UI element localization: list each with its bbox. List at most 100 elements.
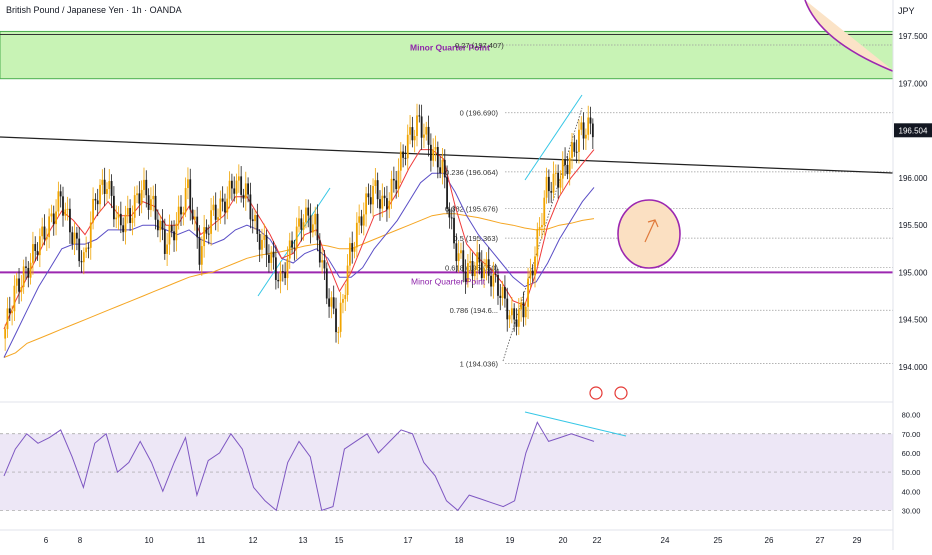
candle-body (550, 191, 553, 193)
candle-body (235, 180, 238, 194)
candle-body (418, 115, 421, 117)
price-tick-label: 194.000 (899, 363, 928, 372)
candle-body (538, 227, 541, 230)
candle-body (381, 195, 384, 209)
candle-body (124, 214, 127, 233)
candle-body (50, 213, 53, 217)
candle-body (256, 214, 259, 235)
candle-body (536, 229, 539, 257)
candle-body (330, 297, 333, 307)
candle-body (89, 222, 92, 248)
candle-body (166, 244, 169, 254)
candle-body (522, 302, 525, 318)
candle-body (219, 198, 222, 218)
candle-body (462, 250, 465, 272)
price-axis (893, 0, 932, 550)
candle-body (416, 115, 418, 137)
zone-fib-label: 0.27 (197.407) (455, 41, 504, 50)
candle-body (136, 193, 138, 196)
candle-body (268, 254, 270, 263)
candle-body (480, 262, 483, 279)
candle-body (564, 159, 566, 165)
time-tick-label: 10 (145, 536, 154, 545)
candle-body (388, 200, 391, 210)
candle-body (233, 188, 236, 194)
candle-body (265, 235, 268, 255)
candle-body (117, 213, 120, 218)
price-tick-label: 195.500 (899, 221, 928, 230)
candle-body (36, 250, 39, 256)
candle-body (425, 126, 428, 135)
candle-body (281, 271, 284, 273)
drawing-lines-layer (0, 0, 896, 362)
rsi-tick-label: 80.00 (902, 411, 921, 420)
candle-body (575, 151, 578, 153)
time-tick-label: 25 (714, 536, 723, 545)
candle-body (573, 142, 576, 152)
fib-label: 0.5 (195.363) (453, 234, 498, 243)
candle-body (587, 117, 590, 135)
candle-body (200, 246, 203, 265)
candle-body (115, 217, 118, 220)
last-price-label: 196.504 (899, 126, 928, 135)
candle-body (318, 240, 321, 263)
candle-body (288, 240, 291, 259)
candle-body (168, 225, 171, 245)
candle-body (534, 256, 536, 276)
candle-body (113, 195, 115, 220)
rsi-tick-label: 50.00 (902, 468, 921, 477)
candle-body (270, 251, 273, 263)
time-tick-label: 24 (661, 536, 670, 545)
candle-body (217, 217, 219, 220)
candle-body (87, 247, 90, 249)
candle-body (66, 208, 69, 210)
candle-body (314, 213, 317, 225)
candle-body (455, 243, 458, 262)
candle-body (244, 183, 247, 199)
candle-body (450, 217, 453, 219)
candle-body (547, 176, 550, 192)
candle-body (469, 261, 472, 264)
candle-body (106, 189, 108, 194)
symbol-title: British Pound / Japanese Yen · 1h · OAND… (6, 5, 182, 15)
candle-body (64, 209, 67, 216)
fib-label: 0 (196.690) (460, 109, 499, 118)
time-tick-label: 19 (506, 536, 515, 545)
candle-body (374, 180, 377, 186)
candle-body (52, 213, 55, 225)
candle-body (554, 172, 557, 174)
time-tick-label: 8 (78, 536, 83, 545)
candle-body (529, 270, 532, 279)
candle-body (263, 235, 266, 240)
candle-body (328, 298, 330, 307)
candle-body (578, 129, 580, 152)
candle-body (43, 226, 46, 240)
candle-body (96, 200, 99, 205)
candle-body (272, 251, 275, 258)
candle-body (191, 209, 194, 220)
candle-body (145, 179, 148, 196)
candle-body (277, 279, 280, 282)
candle-body (242, 194, 245, 199)
candle-body (485, 259, 488, 269)
candle-body (580, 122, 583, 130)
candle-body (446, 177, 448, 209)
candle-body (300, 218, 303, 230)
price-tick-label: 194.500 (899, 316, 928, 325)
candle-body (207, 233, 210, 235)
rsi-tick-label: 40.00 (902, 487, 921, 496)
candle-body (499, 295, 502, 298)
candle-body (342, 299, 344, 303)
candle-body (32, 244, 34, 263)
candle-body (349, 243, 351, 266)
candle-body (286, 258, 289, 279)
fib-label: 0.236 (196.064) (445, 168, 498, 177)
candle-body (101, 179, 104, 185)
candle-body (404, 157, 407, 159)
candle-body (543, 197, 546, 226)
candle-body (177, 206, 180, 224)
candle-body (402, 151, 405, 158)
